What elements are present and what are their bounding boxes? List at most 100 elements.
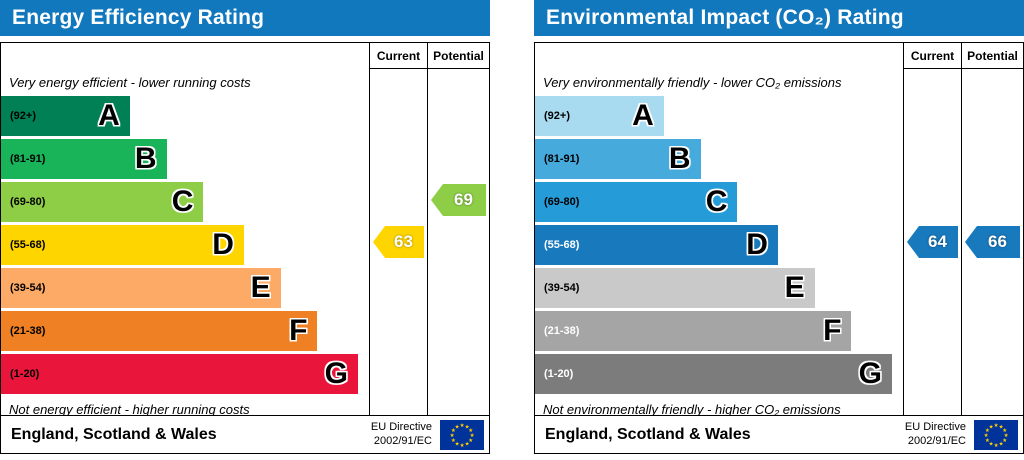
band-a: (92+) A <box>535 96 664 136</box>
band-letter: B <box>134 142 157 175</box>
panel-title: Energy Efficiency Rating <box>0 0 490 36</box>
top-note: Very environmentally friendly - lower CO… <box>543 75 842 90</box>
band-letter: C <box>171 185 194 218</box>
band-letter: D <box>746 228 768 261</box>
band-range: (1-20) <box>544 368 574 380</box>
current-rating-arrow: 64 <box>907 226 958 258</box>
current-column-header: Current <box>903 43 961 69</box>
band-range: (1-20) <box>10 368 40 380</box>
svg-text:★: ★ <box>1004 433 1009 439</box>
eu-directive-line2: 2002/91/EC <box>907 434 966 447</box>
band-row: (69-80) C <box>1 182 369 224</box>
current-column-header: Current <box>369 43 427 69</box>
eu-directive-label: EU Directive 2002/91/EC <box>905 421 966 449</box>
band-f: (21-38) F <box>535 311 852 351</box>
eu-directive-line2: 2002/91/EC <box>373 434 432 447</box>
band-letter: B <box>668 142 691 175</box>
band-range: (92+) <box>544 110 570 122</box>
band-row: (21-38) F <box>535 311 903 353</box>
band-row: (55-68) D <box>535 225 903 267</box>
chart-footer: England, Scotland & Wales EU Directive 2… <box>535 415 1023 453</box>
band-range: (39-54) <box>10 282 46 294</box>
panel-title: Environmental Impact (CO₂) Rating <box>534 0 1024 36</box>
band-letter: F <box>289 314 308 347</box>
energy-efficiency-panel: Energy Efficiency Rating Current Potenti… <box>0 0 490 454</box>
band-letter: E <box>250 271 271 304</box>
svg-text:★: ★ <box>455 441 460 447</box>
band-letter: G <box>858 357 882 390</box>
potential-rating-arrow: 69 <box>431 184 486 216</box>
header-spacer <box>535 43 903 69</box>
band-f: (21-38) F <box>1 311 318 351</box>
band-row: (21-38) F <box>1 311 369 353</box>
band-row: (92+) A <box>1 96 369 138</box>
svg-text:★: ★ <box>468 428 473 434</box>
svg-text:★: ★ <box>989 424 994 430</box>
band-row: (1-20) G <box>1 354 369 396</box>
chart-footer: England, Scotland & Wales EU Directive 2… <box>1 415 489 453</box>
band-c: (69-80) C <box>535 182 738 222</box>
svg-text:★: ★ <box>460 423 465 429</box>
band-letter: A <box>98 99 120 132</box>
band-range: (81-91) <box>10 153 46 165</box>
band-letter: D <box>212 228 234 261</box>
svg-text:★: ★ <box>450 433 455 439</box>
eu-directive-label: EU Directive 2002/91/EC <box>371 421 432 449</box>
svg-text:★: ★ <box>465 441 470 447</box>
band-g: (1-20) G <box>535 354 892 394</box>
current-column: 63 <box>369 69 427 415</box>
potential-column: 69 <box>427 69 489 415</box>
svg-text:★: ★ <box>994 423 999 429</box>
band-range: (55-68) <box>10 239 46 251</box>
svg-text:★: ★ <box>999 424 1004 430</box>
band-range: (81-91) <box>544 153 580 165</box>
band-g: (1-20) G <box>1 354 358 394</box>
band-letter: G <box>324 357 348 390</box>
potential-rating-arrow: 66 <box>965 226 1020 258</box>
band-letter: A <box>632 99 654 132</box>
band-row: (81-91) B <box>535 139 903 181</box>
band-c: (69-80) C <box>1 182 204 222</box>
svg-text:★: ★ <box>989 441 994 447</box>
band-e: (39-54) E <box>535 268 815 308</box>
band-d: (55-68) D <box>1 225 244 265</box>
band-letter: C <box>705 185 728 218</box>
chart-frame: Current Potential Very energy efficient … <box>0 42 490 454</box>
rating-scale: Very energy efficient - lower running co… <box>1 69 369 415</box>
bottom-note: Not energy efficient - higher running co… <box>9 402 250 415</box>
band-range: (21-38) <box>544 325 580 337</box>
svg-text:★: ★ <box>984 433 989 439</box>
band-letter: E <box>784 271 805 304</box>
band-row: (39-54) E <box>535 268 903 310</box>
svg-text:★: ★ <box>994 443 999 449</box>
band-range: (69-80) <box>10 196 46 208</box>
svg-text:★: ★ <box>985 438 990 444</box>
band-b: (81-91) B <box>535 139 701 179</box>
current-rating-arrow: 63 <box>373 226 424 258</box>
band-letter: F <box>823 314 842 347</box>
region-label: England, Scotland & Wales <box>11 425 217 443</box>
potential-column: 66 <box>961 69 1023 415</box>
rating-scale: Very environmentally friendly - lower CO… <box>535 69 903 415</box>
svg-text:★: ★ <box>468 438 473 444</box>
eu-flag-icon: ★ ★★ ★★★ ★★★ ★★★ <box>974 419 1018 450</box>
band-range: (55-68) <box>544 239 580 251</box>
top-note: Very energy efficient - lower running co… <box>9 75 251 90</box>
potential-column-header: Potential <box>427 43 489 69</box>
current-column: 64 <box>903 69 961 415</box>
header-spacer <box>1 43 369 69</box>
potential-column-header: Potential <box>961 43 1023 69</box>
environmental-impact-panel: Environmental Impact (CO₂) Rating Curren… <box>534 0 1024 454</box>
band-row: (69-80) C <box>535 182 903 224</box>
chart-frame: Current Potential Very environmentally f… <box>534 42 1024 454</box>
bottom-note: Not environmentally friendly - higher CO… <box>543 402 841 415</box>
band-row: (81-91) B <box>1 139 369 181</box>
band-b: (81-91) B <box>1 139 167 179</box>
band-row: (92+) A <box>535 96 903 138</box>
svg-text:★: ★ <box>1002 428 1007 434</box>
band-e: (39-54) E <box>1 268 281 308</box>
svg-text:★: ★ <box>470 433 475 439</box>
svg-text:★: ★ <box>999 441 1004 447</box>
band-range: (69-80) <box>544 196 580 208</box>
